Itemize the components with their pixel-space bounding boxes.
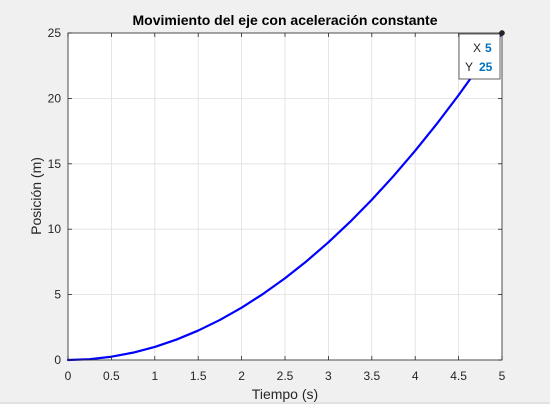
x-tick-label: 3.5 [363, 369, 380, 383]
y-tick-label: 10 [48, 222, 62, 236]
datatip-box [458, 33, 501, 80]
datatip-y-label: Y [465, 60, 473, 74]
ticks [67, 32, 503, 361]
x-tick-label: 0.5 [103, 369, 120, 383]
x-tick-label: 1.5 [190, 369, 207, 383]
window-bottom-edge [0, 402, 550, 404]
datatip[interactable]: X 5 Y 25 [458, 33, 501, 80]
series-line[interactable] [66, 31, 504, 362]
y-tick-label: 0 [54, 353, 61, 367]
x-tick-label: 4.5 [450, 369, 467, 383]
x-tick-label: 2.5 [277, 369, 294, 383]
datatip-marker[interactable] [499, 30, 505, 36]
curve-layer [66, 31, 504, 362]
y-tick-label: 5 [54, 288, 61, 302]
x-tick-label: 5 [499, 369, 506, 383]
datatip-x-label: X [473, 41, 481, 55]
y-axis-label: Posición (m) [28, 157, 44, 235]
x-tick-label: 1 [151, 369, 158, 383]
y-tick-label: 15 [48, 157, 62, 171]
y-tick-labels: 0 5 10 15 20 25 [48, 26, 62, 367]
x-tick-label: 4 [412, 369, 419, 383]
datatip-y-value: 25 [479, 60, 493, 74]
datatip-x-value: 5 [485, 41, 492, 55]
x-tick-label: 3 [325, 369, 332, 383]
x-tick-label: 0 [65, 369, 72, 383]
x-axis-label: Tiempo (s) [252, 386, 318, 402]
x-tick-label: 2 [238, 369, 245, 383]
y-tick-label: 25 [48, 26, 62, 40]
chart-title: Movimiento del eje con aceleración const… [133, 12, 438, 28]
x-tick-labels: 0 0.5 1 1.5 2 2.5 3 3.5 4 4.5 5 [65, 369, 506, 383]
y-tick-label: 20 [48, 91, 62, 105]
